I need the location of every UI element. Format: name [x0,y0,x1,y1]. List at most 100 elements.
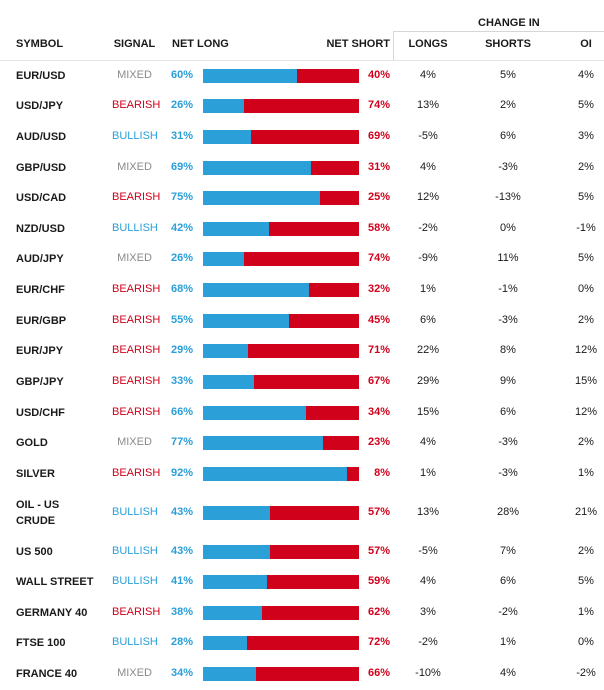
net-long-value: 26% [170,252,193,264]
symbol-link[interactable]: GBP/USD [16,162,67,174]
shorts-change: -3% [498,467,518,479]
signal-label: MIXED [117,252,152,264]
oi-change: 1% [578,467,594,479]
sentiment-bar [203,314,359,328]
signal-label: BEARISH [112,191,161,203]
net-short-value: 74% [367,99,390,111]
net-short-header[interactable]: NET SHORT [326,38,390,50]
oi-change: 21% [574,506,598,518]
symbol-link[interactable]: US 500 [16,546,53,558]
longs-change: -10% [415,667,441,679]
symbol-link[interactable]: NZD/USD [16,223,65,235]
longs-change: -5% [418,130,438,142]
sentiment-bar [203,283,359,297]
shorts-change: 11% [497,252,519,264]
longs-change: 12% [416,191,440,203]
symbol-link[interactable]: EUR/USD [16,70,66,82]
sentiment-bar [203,222,359,236]
net-long-header[interactable]: NET LONG [172,38,229,50]
symbol-link[interactable]: GOLD [16,437,48,449]
longs-change: -2% [418,222,438,234]
change-in-header: CHANGE IN [478,17,540,29]
shorts-change: -3% [498,436,518,448]
longs-change: 6% [420,314,436,326]
symbol-link[interactable]: EUR/CHF [16,284,65,296]
symbol-header[interactable]: SYMBOL [16,38,64,50]
shorts-change: 2% [500,99,516,111]
net-long-value: 66% [170,406,193,418]
net-long-value: 69% [170,161,193,173]
net-short-value: 62% [367,606,390,618]
signal-label: BEARISH [112,467,161,479]
longs-change: 13% [416,506,440,518]
net-long-value: 41% [170,575,193,587]
signal-label: MIXED [117,69,152,81]
signal-label: BULLISH [112,575,158,587]
symbol-line-2: CRUDE [16,515,56,527]
net-short-value: 58% [367,222,390,234]
symbol-link[interactable]: AUD/JPY [16,253,64,265]
signal-label: BULLISH [112,545,158,557]
change-in-divider [393,31,604,32]
symbol-link[interactable]: SILVER [16,468,55,480]
sentiment-bar [203,344,359,358]
net-long-value: 38% [170,606,193,618]
longs-change: -2% [418,636,438,648]
sentiment-bar [203,252,359,266]
change-in-vertical-divider [393,31,394,60]
signal-label: MIXED [117,667,152,679]
signal-label: BEARISH [112,606,161,618]
symbol-link[interactable]: GERMANY 40 [16,607,88,619]
net-long-bar-fill [203,222,269,236]
net-short-value: 74% [367,252,390,264]
net-long-value: 43% [170,545,193,557]
symbol-link[interactable]: EUR/JPY [16,345,64,357]
net-short-value: 45% [367,314,390,326]
signal-label: MIXED [117,161,152,173]
net-long-value: 34% [170,667,193,679]
signal-header[interactable]: SIGNAL [113,38,156,50]
net-long-bar-fill [203,191,320,205]
symbol-link[interactable]: USD/JPY [16,100,64,112]
net-long-value: 28% [170,636,193,648]
symbol-link[interactable]: GBP/JPY [16,376,64,388]
symbol-link[interactable]: USD/CAD [16,192,67,204]
oi-change: 2% [578,545,594,557]
net-short-value: 59% [367,575,390,587]
oi-change: 4% [578,69,594,81]
net-long-bar-fill [203,99,244,113]
signal-label: BULLISH [112,130,158,142]
net-long-bar-fill [203,375,255,389]
sentiment-bar [203,606,359,620]
symbol-link[interactable]: FRANCE 40 [16,668,78,680]
net-long-value: 92% [170,467,193,479]
symbol-link[interactable]: AUD/USD [16,131,67,143]
longs-change: 4% [420,161,436,173]
longs-header[interactable]: LONGS [408,38,448,50]
oi-header[interactable]: OI [580,38,592,50]
symbol-link[interactable]: WALL STREET [16,576,94,588]
longs-change: 4% [420,69,436,81]
longs-change: 15% [416,406,440,418]
symbol-link[interactable]: OIL - US CRUDE [16,497,59,529]
net-long-bar-fill [203,575,267,589]
shorts-change: -3% [498,161,518,173]
oi-change: 12% [574,344,598,356]
signal-label: BEARISH [112,375,161,387]
sentiment-bar [203,575,359,589]
signal-label: BEARISH [112,344,161,356]
net-long-bar-fill [203,283,310,297]
symbol-link[interactable]: FTSE 100 [16,637,66,649]
header-separator [0,60,604,61]
shorts-change: -3% [498,314,518,326]
sentiment-bar [203,99,359,113]
symbol-link[interactable]: EUR/GBP [16,315,67,327]
oi-change: 5% [578,191,594,203]
shorts-header[interactable]: SHORTS [485,38,531,50]
symbol-link[interactable]: USD/CHF [16,407,65,419]
shorts-change: 6% [500,575,516,587]
signal-label: BEARISH [112,406,161,418]
sentiment-bar [203,667,359,681]
net-long-bar-fill [203,636,247,650]
oi-change: 2% [578,314,594,326]
